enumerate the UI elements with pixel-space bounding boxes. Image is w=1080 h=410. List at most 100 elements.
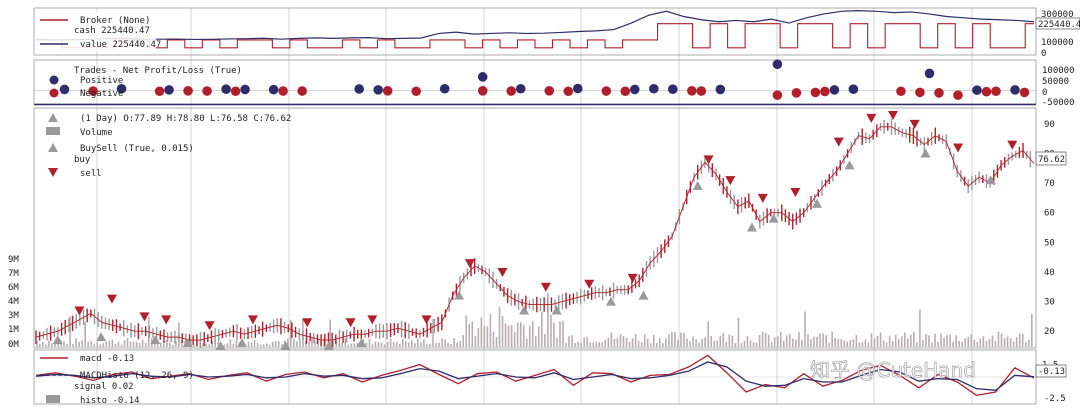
sell-marker — [247, 315, 258, 325]
volume-y-tick-2: 6M — [8, 283, 19, 293]
volume-bar — [728, 334, 731, 347]
volume-bar — [90, 341, 93, 347]
volume-bar — [813, 336, 815, 347]
trade-negative-dot — [202, 86, 212, 96]
volume-bar — [622, 336, 625, 347]
volume-bar — [773, 337, 776, 347]
trades-legend-positive: Positive — [80, 76, 123, 86]
trade-negative-dot — [953, 90, 963, 100]
trade-positive-dot — [630, 84, 640, 95]
volume-bar — [398, 344, 401, 347]
macd-panel: 1.5-2.5-0.13 — [34, 354, 1067, 404]
volume-bar — [562, 320, 564, 347]
volume-bar — [607, 337, 610, 347]
volume-bar — [916, 342, 918, 347]
volume-bar — [958, 340, 960, 347]
volume-bar — [253, 339, 256, 347]
volume-bar — [308, 341, 310, 347]
buy-marker — [52, 335, 63, 345]
volume-bar — [870, 333, 873, 347]
trade-negative-dot — [991, 86, 1001, 97]
volume-bar — [743, 340, 746, 347]
trade-negative-dot — [544, 86, 555, 96]
buy-marker — [215, 341, 226, 350]
trade-positive-dot — [772, 59, 783, 70]
volume-bar — [568, 336, 570, 347]
broker-y-tick-2: 100000 — [1041, 38, 1074, 48]
volume-bar — [69, 316, 71, 347]
volume-bar — [404, 341, 407, 347]
volume-bar — [205, 343, 207, 347]
volume-bar — [610, 332, 613, 347]
volume-bar — [782, 340, 785, 347]
buy-marker — [605, 296, 616, 306]
macd-legend-macd: macd -0.13 — [80, 354, 134, 364]
volume-bar — [299, 339, 301, 347]
trade-positive-dot — [924, 68, 935, 79]
volume-bar — [435, 342, 437, 347]
volume-bar — [970, 334, 973, 347]
sell-marker — [345, 318, 356, 328]
volume-bar — [943, 337, 945, 347]
volume-bar — [731, 335, 734, 347]
volume-bar — [45, 344, 47, 347]
volume-bar — [531, 321, 534, 347]
trade-negative-dot — [601, 86, 612, 96]
price-legend-sell-swatch — [48, 168, 58, 177]
volume-bar — [66, 343, 68, 347]
buy-marker — [638, 290, 649, 300]
volume-bar — [135, 341, 138, 347]
volume-bar — [468, 323, 471, 347]
trades-legend-negative-swatch — [49, 88, 59, 98]
volume-bar — [202, 343, 204, 347]
volume-bar — [919, 309, 921, 347]
volume-bar — [120, 344, 123, 347]
trade-negative-dot — [183, 86, 193, 96]
price-legend-ohlc-swatch — [48, 113, 58, 122]
trade-positive-dot — [59, 84, 70, 95]
volume-bar — [755, 343, 758, 347]
volume-bar — [501, 315, 504, 347]
volume-bar — [798, 332, 800, 347]
volume-bar — [268, 344, 271, 347]
trade-negative-dot — [696, 86, 707, 96]
volume-bar — [347, 344, 350, 347]
volume-bar — [692, 336, 694, 347]
price-last-tag-text: 76.62 — [1038, 155, 1065, 165]
volume-bar — [903, 332, 906, 347]
volume-bar — [262, 344, 265, 347]
volume-bar — [840, 339, 843, 347]
buy-marker — [692, 181, 703, 191]
buy-marker — [454, 290, 465, 300]
price-y-tick-0: 90 — [1044, 120, 1055, 130]
volume-bar — [193, 344, 195, 347]
trade-negative-dot — [791, 88, 802, 98]
volume-bar — [389, 338, 392, 347]
volume-bar — [589, 342, 592, 347]
volume-bar — [713, 340, 716, 347]
volume-bar — [586, 337, 589, 347]
volume-bar — [595, 341, 598, 347]
broker-legend-title: Broker (None) — [80, 16, 150, 26]
volume-bar — [105, 341, 108, 347]
volume-bar — [789, 333, 791, 347]
panel-frame-2 — [33, 107, 1037, 349]
sell-marker — [866, 113, 877, 123]
trade-negative-dot — [506, 86, 517, 96]
volume-bar — [716, 340, 719, 347]
buy-marker — [920, 148, 931, 158]
volume-bar — [296, 341, 298, 347]
volume-bar — [486, 326, 489, 347]
volume-bar — [677, 339, 679, 347]
volume-bar — [290, 319, 292, 347]
trades-legend-title: Trades - Net Profit/Loss (True) — [74, 66, 242, 76]
volume-bar — [407, 342, 410, 347]
broker-legend-value: value 225440.47 — [80, 40, 161, 50]
trade-negative-dot — [382, 86, 393, 96]
volume-bar — [429, 343, 431, 347]
volume-bar — [737, 317, 740, 347]
volume-bar — [625, 337, 628, 347]
volume-bar — [604, 339, 607, 347]
volume-bar — [453, 338, 455, 347]
